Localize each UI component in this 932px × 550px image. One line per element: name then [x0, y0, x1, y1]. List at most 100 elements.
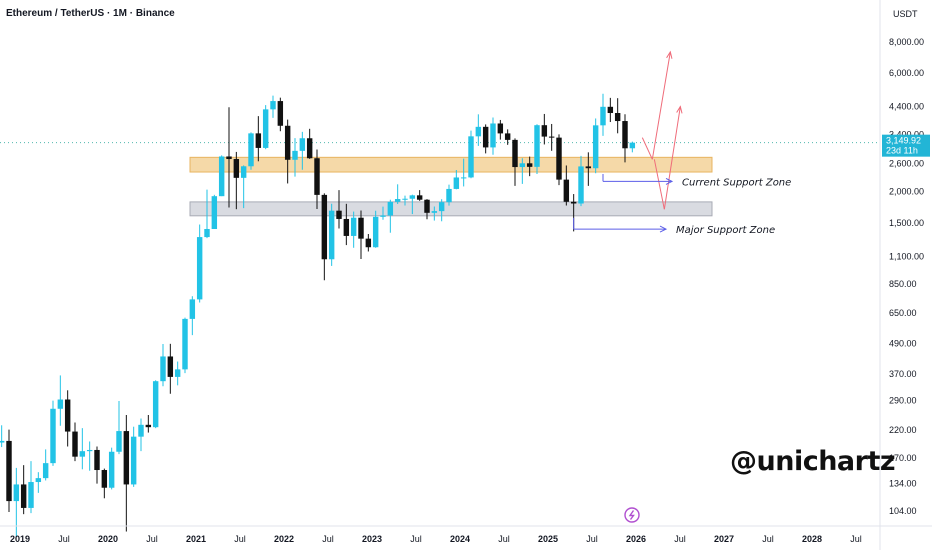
candle-body[interactable] [167, 356, 174, 377]
candle-body[interactable] [64, 399, 71, 432]
candle-body[interactable] [270, 101, 276, 110]
candle-body[interactable] [416, 195, 423, 200]
candle-body[interactable] [431, 211, 438, 213]
projection-arrow-1 [651, 51, 671, 160]
price-tick: 3,400.00 [889, 129, 924, 139]
candle-countdown: 23d 11h [886, 146, 918, 156]
candle-body[interactable] [182, 318, 188, 370]
candle-body[interactable] [284, 125, 291, 160]
candle-body[interactable] [402, 198, 408, 200]
candle-body[interactable] [306, 138, 313, 159]
candle-body[interactable] [233, 159, 240, 178]
candle-body[interactable] [6, 440, 12, 502]
candle-body[interactable] [629, 142, 636, 149]
price-tick: 1,500.00 [889, 218, 924, 228]
candle-body[interactable] [607, 106, 614, 114]
candle-body[interactable] [248, 133, 254, 167]
projection-arrow-2 [663, 106, 681, 210]
candle-body[interactable] [314, 158, 320, 195]
support-zone-2 [189, 201, 713, 217]
candle-body[interactable] [226, 156, 232, 160]
candle-body[interactable] [438, 202, 445, 212]
candle-body[interactable] [123, 431, 130, 485]
candle-body[interactable] [28, 482, 34, 508]
candle-body[interactable] [578, 166, 584, 204]
candle-body[interactable] [50, 408, 56, 464]
candle-body[interactable] [145, 424, 152, 428]
candle-body[interactable] [497, 123, 504, 134]
candle-body[interactable] [13, 484, 20, 502]
candle-body[interactable] [299, 138, 306, 151]
candle-body[interactable] [519, 163, 526, 168]
candle-body[interactable] [152, 381, 159, 428]
candle-body[interactable] [570, 201, 577, 204]
candle-body[interactable] [101, 470, 108, 488]
candle-body[interactable] [526, 163, 533, 167]
candle-body[interactable] [453, 177, 460, 189]
candle-body[interactable] [563, 179, 570, 202]
candle-body[interactable] [292, 150, 298, 160]
candle-body[interactable] [380, 215, 386, 217]
candle-body[interactable] [0, 440, 5, 443]
candle-body[interactable] [240, 166, 247, 178]
candle-body[interactable] [94, 449, 100, 471]
candle-body[interactable] [592, 125, 599, 169]
zone-label-2: Major Support Zone [676, 225, 775, 236]
candle-body[interactable] [86, 449, 93, 452]
candle-body[interactable] [424, 199, 430, 213]
price-tick: 6,000.00 [889, 68, 924, 78]
candle-body[interactable] [174, 369, 181, 377]
candle-body[interactable] [336, 210, 342, 219]
candle-body[interactable] [468, 136, 474, 178]
candle-body[interactable] [138, 424, 144, 437]
candle-body[interactable] [504, 133, 511, 140]
candle-body[interactable] [372, 216, 379, 248]
candle-body[interactable] [600, 106, 606, 126]
candle-body[interactable] [130, 436, 137, 485]
candle-body[interactable] [35, 478, 42, 483]
candle-body[interactable] [277, 101, 284, 126]
candle-body[interactable] [534, 125, 540, 167]
candle-body[interactable] [42, 463, 49, 479]
candle-body[interactable] [387, 201, 394, 216]
candle-body[interactable] [20, 484, 27, 508]
candle-body[interactable] [321, 194, 328, 260]
candle-body[interactable] [365, 238, 372, 248]
price-tick: 8,000.00 [889, 37, 924, 47]
candle-body[interactable] [160, 356, 166, 382]
candle-body[interactable] [446, 188, 452, 203]
time-tick: 2026 [626, 534, 646, 544]
candle-body[interactable] [394, 199, 401, 202]
candle-body[interactable] [108, 451, 115, 488]
candle-body[interactable] [358, 217, 364, 239]
candle-body[interactable] [614, 113, 621, 122]
candle-body[interactable] [218, 156, 225, 197]
candle-body[interactable] [350, 217, 357, 236]
candle-body[interactable] [475, 126, 482, 137]
candle-body[interactable] [556, 137, 562, 180]
candle-body[interactable] [585, 166, 592, 169]
candle-body[interactable] [57, 399, 64, 409]
candle-body[interactable] [409, 195, 416, 199]
candle-body[interactable] [622, 121, 628, 149]
candle-body[interactable] [512, 139, 518, 168]
candle-body[interactable] [541, 125, 548, 137]
candle-body[interactable] [328, 210, 335, 260]
candle-body[interactable] [490, 123, 496, 148]
candle-body[interactable] [460, 177, 467, 179]
candle-body[interactable] [189, 299, 196, 319]
candle-body[interactable] [482, 126, 489, 148]
candle-body[interactable] [343, 218, 350, 236]
candle-body[interactable] [211, 196, 218, 230]
candle-body[interactable] [79, 451, 86, 457]
price-tick: 370.00 [889, 369, 917, 379]
price-tick: 490.00 [889, 339, 917, 349]
candle-body[interactable] [72, 431, 78, 457]
candle-body[interactable] [196, 237, 203, 300]
candle-body[interactable] [204, 229, 210, 238]
candle-body[interactable] [262, 109, 269, 148]
candle-body[interactable] [255, 133, 262, 148]
candle-body[interactable] [548, 136, 555, 138]
candle-body[interactable] [116, 431, 122, 452]
